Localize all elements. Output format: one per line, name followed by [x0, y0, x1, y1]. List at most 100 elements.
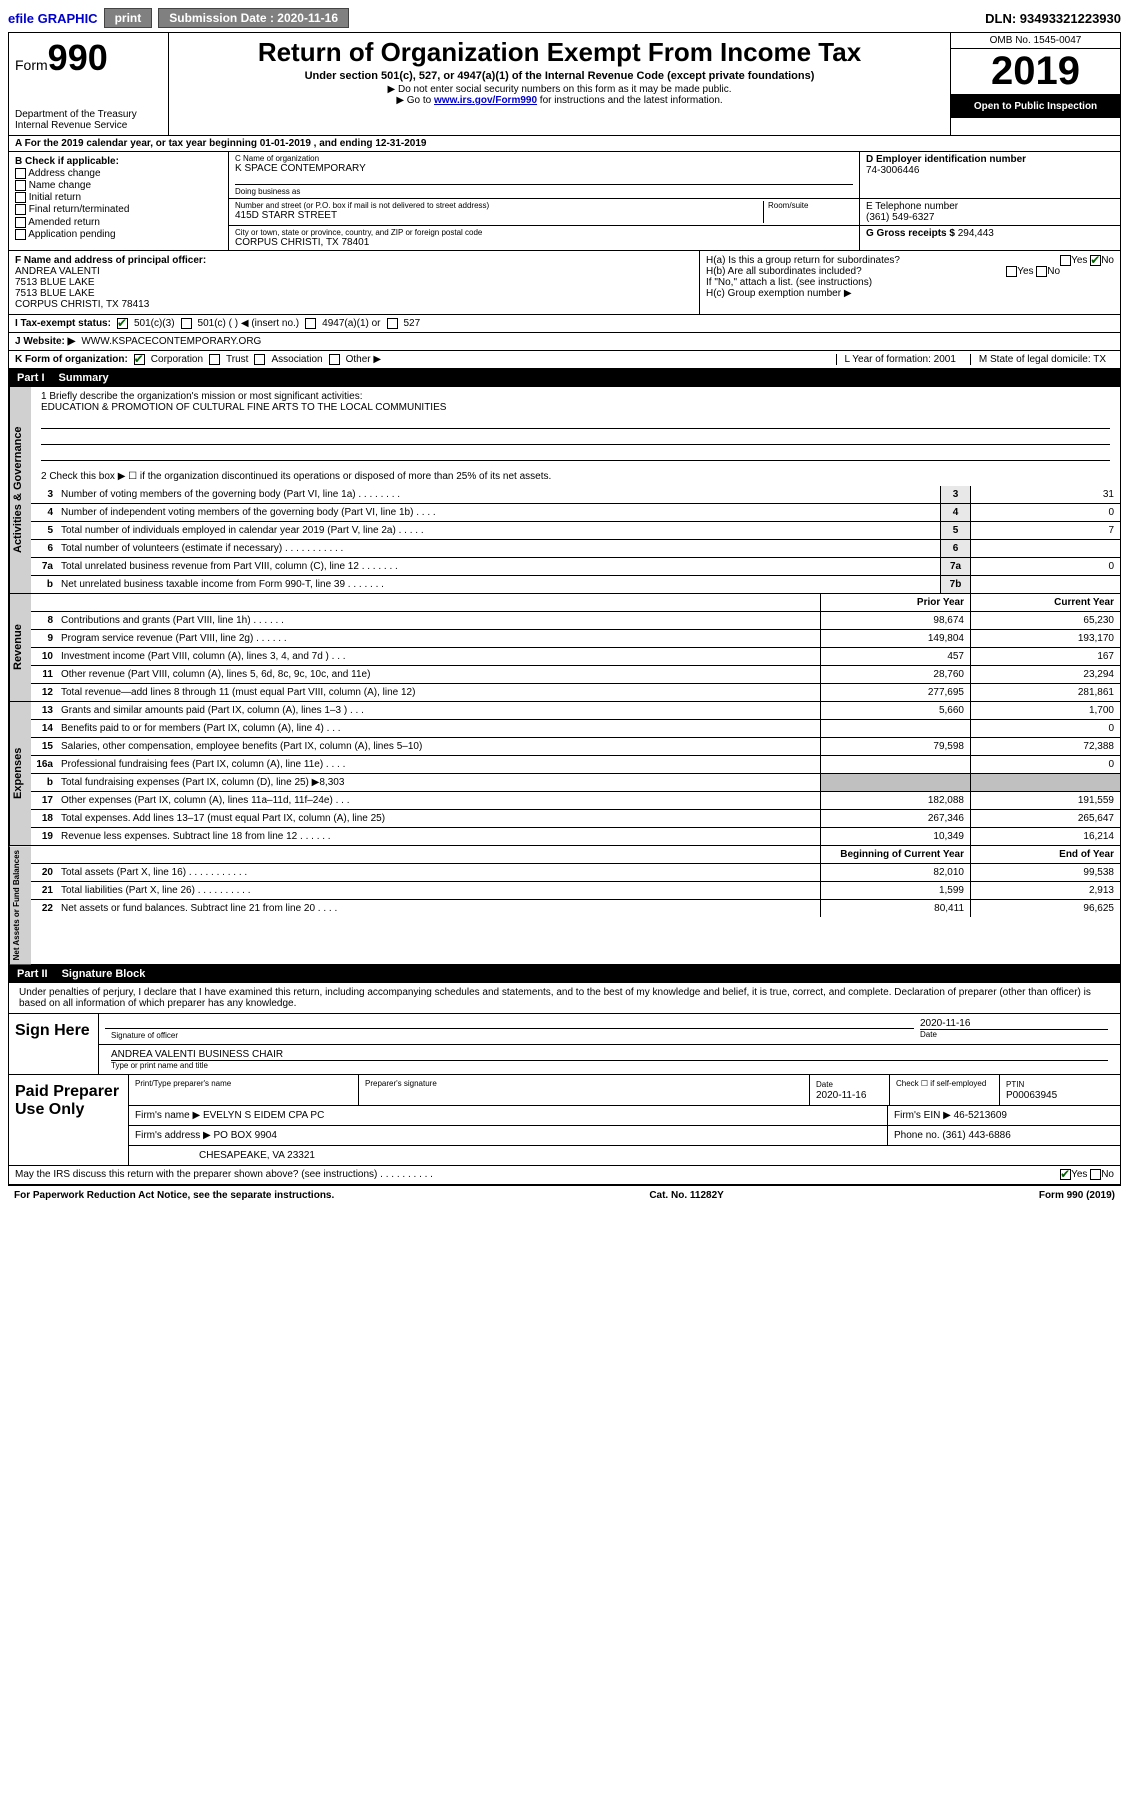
netassets-section: Net Assets or Fund Balances Beginning of…: [9, 846, 1120, 965]
summary-row-16a: 16aProfessional fundraising fees (Part I…: [31, 756, 1120, 774]
chk-corporation[interactable]: [134, 354, 145, 365]
tax-exempt-status-row: I Tax-exempt status: 501(c)(3) 501(c) ( …: [9, 315, 1120, 333]
col-cde: C Name of organization K SPACE CONTEMPOR…: [229, 152, 1120, 250]
part1-title: Summary: [59, 372, 109, 384]
summary-row-14: 14Benefits paid to or for members (Part …: [31, 720, 1120, 738]
chk-amended-return[interactable]: Amended return: [15, 217, 222, 228]
hb-note: If "No," attach a list. (see instruction…: [706, 277, 1114, 288]
sidelabel-governance: Activities & Governance: [9, 387, 31, 593]
chk-527[interactable]: [387, 318, 398, 329]
col-b-header: B Check if applicable:: [15, 156, 119, 167]
end-year-header: End of Year: [970, 846, 1120, 863]
street-block: Number and street (or P.O. box if mail i…: [229, 199, 860, 225]
revenue-section: Revenue Prior Year Current Year 8Contrib…: [9, 594, 1120, 702]
header-right: OMB No. 1545-0047 2019 Open to Public In…: [950, 33, 1120, 135]
mission-text: EDUCATION & PROMOTION OF CULTURAL FINE A…: [41, 402, 1110, 413]
summary-row-17: 17Other expenses (Part IX, column (A), l…: [31, 792, 1120, 810]
line2-discontinued: 2 Check this box ▶ ☐ if the organization…: [31, 467, 1120, 486]
mission-label: 1 Briefly describe the organization's mi…: [41, 391, 1110, 402]
summary-row-b: bTotal fundraising expenses (Part IX, co…: [31, 774, 1120, 792]
col-header-row: Prior Year Current Year: [31, 594, 1120, 612]
website-value: WWW.KSPACECONTEMPORARY.ORG: [81, 336, 261, 347]
efile-topbar: efile GRAPHIC print Submission Date : 20…: [8, 8, 1121, 28]
chk-501c3[interactable]: [117, 318, 128, 329]
print-button[interactable]: print: [104, 8, 153, 28]
summary-row-12: 12Total revenue—add lines 8 through 11 (…: [31, 684, 1120, 701]
header-mid: Return of Organization Exempt From Incom…: [169, 33, 950, 135]
chk-name-change[interactable]: Name change: [15, 180, 222, 191]
form-org-row: K Form of organization: Corporation Trus…: [9, 351, 1120, 369]
section-fh: F Name and address of principal officer:…: [9, 251, 1120, 315]
phone-block: E Telephone number (361) 549-6327: [860, 199, 1120, 225]
form-header: Form990 Department of the Treasury Inter…: [9, 33, 1120, 136]
street-value: 415D STARR STREET: [235, 210, 763, 221]
part1-header: Part I Summary: [9, 369, 1120, 387]
dept-label: Department of the Treasury Internal Reve…: [15, 109, 162, 131]
principal-officer-block: F Name and address of principal officer:…: [9, 251, 700, 314]
row-a-period: A For the 2019 calendar year, or tax yea…: [9, 136, 1120, 152]
summary-row-13: 13Grants and similar amounts paid (Part …: [31, 702, 1120, 720]
chk-address-change[interactable]: Address change: [15, 168, 222, 179]
summary-row-9: 9Program service revenue (Part VIII, lin…: [31, 630, 1120, 648]
tax-year: 2019: [951, 49, 1120, 95]
chk-discuss-no[interactable]: [1090, 1169, 1101, 1180]
officer-addr1: 7513 BLUE LAKE: [15, 277, 95, 288]
officer-addr3: CORPUS CHRISTI, TX 78413: [15, 299, 149, 310]
summary-row-22: 22Net assets or fund balances. Subtract …: [31, 900, 1120, 917]
sub3-pre: ▶ Go to: [396, 95, 434, 106]
gross-receipts-block: G Gross receipts $ 294,443: [860, 226, 1120, 250]
sidelabel-expenses: Expenses: [9, 702, 31, 845]
city-block: City or town, state or province, country…: [229, 226, 860, 250]
sig-name-value: ANDREA VALENTI BUSINESS CHAIR: [111, 1049, 1108, 1060]
omb-number: OMB No. 1545-0047: [951, 33, 1120, 49]
efile-link[interactable]: efile GRAPHIC: [8, 11, 98, 26]
officer-name: ANDREA VALENTI: [15, 266, 100, 277]
footer-right: Form 990 (2019): [1039, 1190, 1115, 1201]
summary-row-10: 10Investment income (Part VIII, column (…: [31, 648, 1120, 666]
chk-other[interactable]: [329, 354, 340, 365]
sidelabel-revenue: Revenue: [9, 594, 31, 701]
paid-preparer-label: Paid Preparer Use Only: [9, 1075, 129, 1165]
governance-section: Activities & Governance 1 Briefly descri…: [9, 387, 1120, 594]
chk-501c[interactable]: [181, 318, 192, 329]
discuss-label: May the IRS discuss this return with the…: [15, 1169, 433, 1180]
footer-left: For Paperwork Reduction Act Notice, see …: [14, 1190, 334, 1201]
footer-mid: Cat. No. 11282Y: [649, 1190, 723, 1201]
prep-name-hdr: Print/Type preparer's name: [129, 1075, 359, 1105]
group-return-block: H(a) Is this a group return for subordin…: [700, 251, 1120, 314]
chk-association[interactable]: [254, 354, 265, 365]
header-sub3: ▶ Go to www.irs.gov/Form990 for instruct…: [177, 95, 942, 106]
chk-final-return[interactable]: Final return/terminated: [15, 204, 222, 215]
header-sub2: ▶ Do not enter social security numbers o…: [177, 84, 942, 95]
chk-discuss-yes[interactable]: [1060, 1169, 1071, 1180]
paid-preparer-section: Paid Preparer Use Only Print/Type prepar…: [9, 1075, 1120, 1166]
tax-status-label: I Tax-exempt status:: [15, 318, 111, 329]
form-org-label: K Form of organization:: [15, 354, 128, 365]
chk-trust[interactable]: [209, 354, 220, 365]
street-label: Number and street (or P.O. box if mail i…: [235, 201, 763, 210]
form-container: Form990 Department of the Treasury Inter…: [8, 32, 1121, 1186]
dln-label: DLN: 93493321223930: [985, 11, 1121, 26]
hc-row: H(c) Group exemption number ▶: [706, 288, 1114, 299]
part2-title: Signature Block: [62, 968, 146, 980]
city-label: City or town, state or province, country…: [235, 228, 853, 237]
year-formation: L Year of formation: 2001: [836, 354, 964, 365]
form-title: Return of Organization Exempt From Incom…: [177, 37, 942, 68]
sign-here-label: Sign Here: [9, 1014, 99, 1074]
part2-header: Part II Signature Block: [9, 965, 1120, 983]
summary-row-b: bNet unrelated business taxable income f…: [31, 576, 1120, 593]
ein-block: D Employer identification number 74-3006…: [860, 152, 1120, 198]
irs-link[interactable]: www.irs.gov/Form990: [434, 95, 537, 106]
submission-date-button[interactable]: Submission Date : 2020-11-16: [158, 8, 349, 28]
summary-row-18: 18Total expenses. Add lines 13–17 (must …: [31, 810, 1120, 828]
ein-label: D Employer identification number: [866, 154, 1026, 165]
mission-block: 1 Briefly describe the organization's mi…: [31, 387, 1120, 467]
current-year-header: Current Year: [970, 594, 1120, 611]
header-left: Form990 Department of the Treasury Inter…: [9, 33, 169, 135]
summary-row-11: 11Other revenue (Part VIII, column (A), …: [31, 666, 1120, 684]
chk-application-pending[interactable]: Application pending: [15, 229, 222, 240]
sign-here-section: Sign Here Signature of officer 2020-11-1…: [9, 1014, 1120, 1075]
chk-4947[interactable]: [305, 318, 316, 329]
firm-addr2: CHESAPEAKE, VA 23321: [129, 1146, 1120, 1165]
chk-initial-return[interactable]: Initial return: [15, 192, 222, 203]
